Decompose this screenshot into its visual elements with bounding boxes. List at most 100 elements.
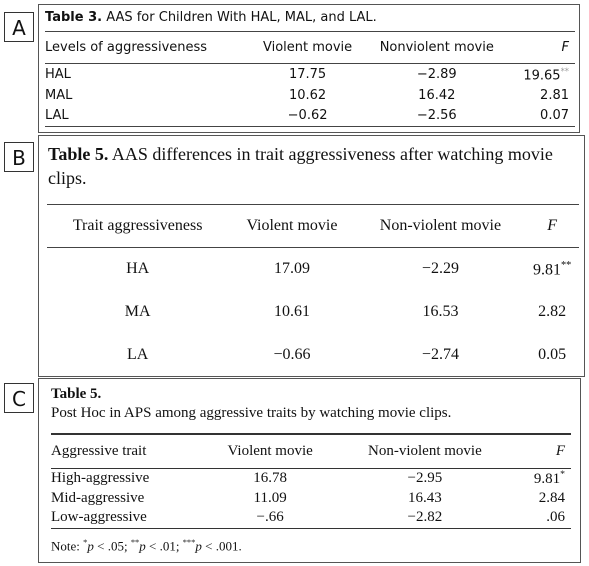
note-part: Note: <box>51 538 84 554</box>
table-cell: .06 <box>513 508 571 528</box>
table-cell: HA <box>47 248 228 291</box>
cell-text: −0.62 <box>287 108 328 124</box>
cell-text: −2.74 <box>421 346 459 363</box>
table-number: Table 5. <box>51 386 102 402</box>
table-head: Aggressive trait Violent movie Non-violent… <box>51 434 571 468</box>
cell-text: HAL <box>45 66 71 82</box>
table-row: Low-aggressive −.66 −2.82 .06 <box>51 508 571 528</box>
table-title: Table 5. Post Hoc in APS among aggressiv… <box>51 385 451 423</box>
table-panel: Table 5. Post Hoc in APS among aggressiv… <box>38 378 581 563</box>
cell-text: 16.78 <box>253 469 288 486</box>
table-cell: LAL <box>45 106 251 127</box>
cell-text: 16.53 <box>422 303 459 320</box>
table-cell: −2.29 <box>356 248 526 291</box>
cell-text: 9.81 <box>533 470 561 487</box>
column-header: F <box>555 442 565 459</box>
note-part: * <box>83 537 88 547</box>
column-header: F <box>561 40 569 55</box>
column-header: Nonviolent movie <box>379 40 494 55</box>
note-part: p <box>195 538 202 554</box>
table-row: LAL −0.62 −2.56 0.07 <box>45 106 575 127</box>
data-table: Aggressive trait Violent movie Non-violent… <box>51 433 571 529</box>
table-cell: 16.42 <box>364 85 509 106</box>
cell-text: 0.05 <box>538 346 567 363</box>
table-body: HA 17.09 −2.29 9.81** MA 10.61 16.53 2.82 LA −0.6… <box>47 248 579 377</box>
header-row: Trait aggressiveness Violent movie Non-vio… <box>47 205 579 248</box>
cell-text: 10.61 <box>273 303 310 320</box>
table-head: Trait aggressiveness Violent movie Non-vio… <box>47 205 579 248</box>
header-row: Levels of aggressiveness Violent movie Non… <box>45 32 575 64</box>
table-row: LA −0.66 −2.74 0.05 <box>47 334 579 377</box>
cell-text: −0.66 <box>273 346 311 363</box>
table-cell: 2.82 <box>525 291 579 334</box>
cell-text: 0.07 <box>540 108 569 124</box>
note-part: < .01; <box>145 538 183 554</box>
table-number: Table 3. <box>45 10 103 25</box>
table-number: Table 5. <box>48 144 109 164</box>
note-part: < .001. <box>201 538 242 554</box>
cell-text: 16.42 <box>418 87 456 103</box>
column-header: Aggressive trait <box>51 442 147 459</box>
table-row: MA 10.61 16.53 2.82 <box>47 291 579 334</box>
table-cell: 11.09 <box>204 488 337 508</box>
table-cell: −2.56 <box>364 106 509 127</box>
panel-label: C <box>4 383 34 413</box>
cell-text: 16.43 <box>407 489 442 506</box>
cell-text: 17.75 <box>288 66 327 82</box>
table-cell: MAL <box>45 85 251 106</box>
cell-text: −2.29 <box>421 260 459 278</box>
superscript: ** <box>560 65 569 76</box>
table-cell: 16.53 <box>356 291 526 334</box>
table-cell: Low-aggressive <box>51 508 204 528</box>
table-cell: −.66 <box>204 508 337 528</box>
column-header: Non-violent movie <box>379 217 502 234</box>
table-title: Table 5. AAS differences in trait aggres… <box>48 142 584 190</box>
table-cell: 10.61 <box>228 291 355 334</box>
table-cell: 19.65** <box>509 64 575 85</box>
table-caption: AAS for Children With HAL, MAL, and LAL. <box>106 10 377 25</box>
table-cell: 0.07 <box>509 106 575 127</box>
table-cell: 2.84 <box>513 488 571 508</box>
cell-text: −2.82 <box>407 509 443 526</box>
cell-text: LA <box>126 346 149 363</box>
table-body: HAL 17.75 −2.89 19.65** MAL 10.62 16.42 2.81 LAL… <box>45 64 575 127</box>
table-cell: 17.75 <box>251 64 364 85</box>
table-cell: −0.66 <box>228 334 355 377</box>
column-header: Violent movie <box>227 442 313 459</box>
cell-text: 2.84 <box>538 489 565 506</box>
cell-text: −.66 <box>256 509 284 526</box>
cell-text: MA <box>124 303 151 320</box>
cell-text: −2.89 <box>416 66 457 82</box>
table-cell: 9.81* <box>513 468 571 488</box>
table-cell: 2.81 <box>509 85 575 106</box>
table-cell: 16.43 <box>336 488 513 508</box>
table-cell: −2.89 <box>364 64 509 85</box>
table-head: Levels of aggressiveness Violent movie Non… <box>45 32 575 64</box>
column-header: Violent movie <box>246 217 338 234</box>
table-cell: Mid-aggressive <box>51 488 204 508</box>
cell-text: 9.81 <box>532 260 561 278</box>
cell-text: 10.62 <box>288 87 327 103</box>
table-cell: MA <box>47 291 228 334</box>
note-part: p <box>87 538 94 554</box>
table-cell: 17.09 <box>228 248 355 291</box>
table-caption: Post Hoc in APS among aggressive traits … <box>51 405 452 421</box>
table-cell: LA <box>47 334 228 377</box>
data-table: Levels of aggressiveness Violent movie Non… <box>45 31 575 127</box>
table-row: HA 17.09 −2.29 9.81** <box>47 248 579 291</box>
note-part: ** <box>130 537 140 547</box>
cell-text: −2.95 <box>407 469 443 486</box>
cell-text: Low-aggressive <box>51 509 147 526</box>
table-cell: 9.81** <box>525 248 579 291</box>
table-panel: Table 5. AAS differences in trait aggres… <box>38 135 585 377</box>
note-part: < .05; <box>93 538 131 554</box>
table-caption: AAS differences in trait aggressiveness … <box>48 144 553 188</box>
table-body: High-aggressive 16.78 −2.95 9.81* Mid-aggres… <box>51 468 571 528</box>
table-cell: −2.95 <box>336 468 513 488</box>
table-row: Mid-aggressive 11.09 16.43 2.84 <box>51 488 571 508</box>
column-header: Levels of aggressiveness <box>45 40 208 55</box>
table-row: HAL 17.75 −2.89 19.65** <box>45 64 575 85</box>
table-cell: −2.82 <box>336 508 513 528</box>
superscript: ** <box>560 259 572 271</box>
cell-text: 2.82 <box>538 303 567 320</box>
